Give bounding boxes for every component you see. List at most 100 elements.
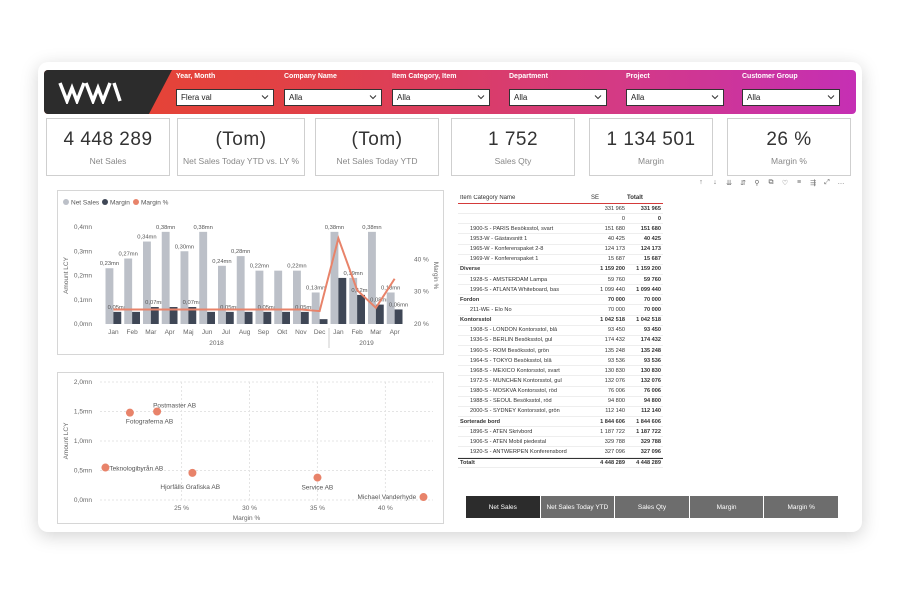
table-row[interactable]: Fordon 70 000 70 000 [458,295,663,306]
table-row[interactable]: 1936-S - BERLIN Besöksstol, gul 174 432 17… [458,336,663,346]
toolbar-icon[interactable]: ⚲ [754,180,760,187]
scatter-point[interactable] [125,408,134,417]
item-category-matrix[interactable]: Item Category Name SE Totalt 331 965 331 965… [458,192,663,468]
combo-chart-panel[interactable]: Net Sales Margin Margin % 0,0mn 0,1mn 0,2mn 0,… [57,190,444,355]
margin-bar[interactable] [244,311,253,324]
table-row[interactable]: 2000-S - SYDNEY Kontorsstol, grön 112 140… [458,407,663,417]
table-row[interactable]: 1953-W - Gästavsnitt 1 40 425 40 425 [458,234,663,245]
table-row[interactable]: 1908-S - LONDON Kontorsstol, blå 93 450 93… [458,326,663,336]
margin-bar[interactable] [132,311,140,324]
table-row[interactable]: 1988-S - SEOUL Besöksstol, röd 94 800 94 8… [458,397,663,407]
margin-pct-line[interactable] [113,234,396,313]
table-row[interactable]: 211-WE - Elo No 70 000 70 000 [458,305,663,316]
slicer-dropdown[interactable]: Flera val [176,89,274,106]
tab-net-sales[interactable]: Net Sales [466,496,540,518]
table-row[interactable]: 331 965 331 965 [458,204,663,215]
column-header[interactable]: Totalt [627,194,643,201]
margin-bar[interactable] [188,307,197,324]
table-row[interactable]: 1969-W - Konferenspaket 1 15 687 15 687 [458,255,663,265]
net-sales-bar[interactable] [311,292,320,324]
toolbar-icon[interactable]: ⤢ [824,179,830,186]
table-row[interactable]: Totalt 4 448 289 4 448 289 [458,457,663,468]
table-row[interactable]: Kontorsstol 1 042 518 1 042 518 [458,316,663,326]
column-header[interactable]: Item Category Name [460,194,516,201]
table-row[interactable]: 1972-S - MÜNCHEN Kontorsstol, gul 132 076… [458,376,663,387]
table-row[interactable]: 1968-S - MEXICO Kontorsstol, svart 130 83… [458,366,663,377]
cell-total: 1 159 200 [636,266,661,273]
net-sales-bar[interactable] [124,258,133,324]
scatter-point[interactable] [153,407,162,416]
table-row[interactable]: 1980-S - MOSKVA Kontorsstol, röd 76 006 76… [458,387,663,397]
toolbar-icon[interactable]: ↓ [713,179,717,186]
tab-sales-qty[interactable]: Sales Qty [615,496,689,518]
table-row[interactable]: Sorterade bord 1 844 606 1 844 606 [458,417,663,428]
table-row[interactable]: 1996-S - ATLANTA Whiteboard, bas 1 099 44… [458,285,663,296]
kpi-card[interactable]: 1 134 501 Margin [589,118,713,176]
margin-bar[interactable] [207,311,215,324]
net-sales-bar[interactable] [161,231,170,324]
net-sales-bar[interactable] [143,241,151,324]
margin-bar[interactable] [394,309,403,324]
slicer-dropdown[interactable]: Alla [509,89,607,106]
tab-net-sales-today-ytd[interactable]: Net Sales Today YTD [540,496,615,518]
kpi-card[interactable]: 4 448 289 Net Sales [46,118,170,176]
table-row[interactable]: 1920-S - ANTWERPEN Konferensbord 327 096 3… [458,447,663,458]
kpi-card[interactable]: 1 752 Sales Qty [451,118,575,176]
margin-bar[interactable] [225,311,234,324]
slicer-dropdown[interactable]: Alla [742,89,840,106]
toolbar-icon[interactable]: ↑ [699,179,703,186]
margin-bar[interactable] [113,311,122,324]
net-sales-bar[interactable] [218,265,226,324]
toolbar-icon[interactable]: … [837,179,845,186]
toolbar-icon[interactable]: ♡ [781,180,789,187]
margin-bar[interactable] [282,311,290,324]
table-row[interactable]: 1964-S - TOKYO Besöksstol, blå 93 536 93 5… [458,356,663,367]
net-sales-bar[interactable] [236,256,245,324]
kpi-card[interactable]: (Tom) Net Sales Today YTD vs. LY % [177,118,305,176]
net-sales-bar[interactable] [255,270,264,324]
net-sales-bar[interactable] [386,292,395,324]
margin-bar[interactable] [169,307,178,324]
toolbar-icon[interactable]: ≡ [796,179,802,186]
margin-bar[interactable] [319,319,328,324]
table-row[interactable]: 1896-S - ATEN Skrivbord 1 187 722 1 187 72… [458,427,663,438]
scatter-point[interactable] [188,468,197,477]
table-row[interactable]: 1906-S - ATEN Mobil piedestal 329 788 329 … [458,437,663,448]
scatter-point[interactable] [101,463,110,472]
net-sales-bar[interactable] [274,270,283,324]
margin-bar[interactable] [357,294,365,324]
margin-bar[interactable] [263,311,272,324]
kpi-card[interactable]: (Tom) Net Sales Today YTD [315,118,439,176]
table-row[interactable]: 1960-S - ROM Besöksstol, grön 135 248 135 … [458,346,663,357]
net-sales-bar[interactable] [368,231,376,324]
net-sales-bar[interactable] [105,268,114,324]
table-row[interactable]: 1965-W - Konferenspaket 2-8 124 173 124 17… [458,245,663,255]
table-row[interactable]: Diverse 1 159 200 1 159 200 [458,265,663,275]
table-row[interactable]: 1928-S - AMSTERDAM Lampa 59 760 59 760 [458,275,663,286]
toolbar-icon[interactable]: ⇊ [726,180,732,187]
table-row[interactable]: 1900-S - PARIS Besöksstol, svart 151 680 1… [458,224,663,235]
net-sales-bar[interactable] [293,270,301,324]
slicer-dropdown[interactable]: Alla [284,89,382,106]
toolbar-icon[interactable]: ⧉ [768,179,774,186]
tab-margin-[interactable]: Margin % [764,496,838,518]
margin-bar[interactable] [375,304,384,324]
toolbar-icon[interactable]: ⇵ [740,180,746,187]
toolbar-icon[interactable]: ⇶ [810,180,816,187]
column-header[interactable]: SE [591,194,600,201]
slicer-dropdown[interactable]: Alla [626,89,724,106]
tab-margin[interactable]: Margin [689,496,764,518]
net-sales-bar[interactable] [330,231,339,324]
margin-bar[interactable] [300,311,309,324]
kpi-card[interactable]: 26 % Margin % [727,118,851,176]
net-sales-bar[interactable] [199,231,208,324]
scatter-chart-panel[interactable]: 0,0mn 0,5mn 1,0mn 1,5mn 2,0mn 25 % 30 % 35 % 40 … [57,372,444,524]
net-sales-bar[interactable] [180,251,189,324]
slicer-dropdown[interactable]: Alla [392,89,490,106]
margin-bar[interactable] [150,307,159,324]
scatter-point[interactable] [419,493,428,502]
net-sales-bar[interactable] [349,277,358,324]
margin-bar[interactable] [338,277,347,324]
scatter-point[interactable] [313,473,322,482]
